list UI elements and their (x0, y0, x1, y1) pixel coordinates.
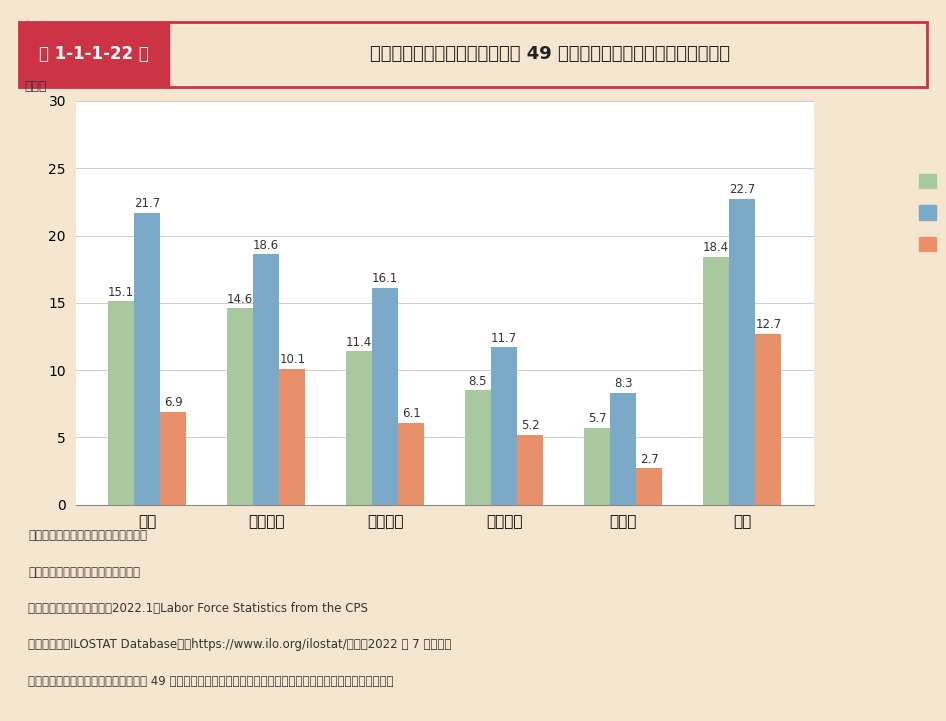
Text: 10.1: 10.1 (279, 353, 306, 366)
Bar (610, 393, 637, 505)
Text: 5.7: 5.7 (587, 412, 606, 425)
Text: （注）令和３年における週労働時間が 49 時間以上の者の割合を示したもの。　（ただし、イギリスは令和元年）: （注）令和３年における週労働時間が 49 時間以上の者の割合を示したもの。 （た… (28, 675, 394, 688)
Bar (279, 368, 306, 505)
Legend: 合計, 男性, 女性: 合計, 男性, 女性 (913, 169, 946, 257)
Bar (134, 213, 160, 505)
Text: その他：ILOSTAT Database　（https://www.ilo.org/ilostat/）　（2022 年 7 月現在）: その他：ILOSTAT Database （https://www.ilo.or… (28, 638, 451, 651)
Bar (755, 334, 781, 505)
Text: 12.7: 12.7 (755, 318, 781, 331)
FancyBboxPatch shape (19, 22, 168, 87)
Text: 11.4: 11.4 (346, 335, 372, 348)
Bar (584, 428, 610, 505)
Bar (227, 308, 253, 505)
Text: 22.7: 22.7 (729, 184, 755, 197)
Text: 6.9: 6.9 (164, 396, 183, 409)
Bar (517, 435, 543, 505)
Text: 第 1-1-1-22 図: 第 1-1-1-22 図 (40, 45, 149, 63)
Text: 18.6: 18.6 (253, 239, 279, 252)
Bar (372, 288, 398, 505)
Text: アメリカ：米労働省（2022.1）Labor Force Statistics from the CPS: アメリカ：米労働省（2022.1）Labor Force Statistics … (28, 602, 368, 615)
Text: 18.4: 18.4 (703, 242, 729, 255)
Bar (253, 255, 279, 505)
Bar (346, 351, 372, 505)
Text: （％）: （％） (24, 80, 46, 93)
Text: 8.3: 8.3 (614, 377, 632, 390)
Text: 2.7: 2.7 (639, 453, 658, 466)
Text: 21.7: 21.7 (134, 197, 160, 210)
Text: 8.5: 8.5 (468, 375, 487, 388)
Bar (637, 469, 662, 505)
Bar (729, 199, 755, 505)
Bar (491, 348, 517, 505)
Text: 6.1: 6.1 (402, 407, 421, 420)
Text: 15.1: 15.1 (108, 286, 134, 298)
Text: 14.6: 14.6 (227, 293, 253, 306)
Bar (464, 390, 491, 505)
Bar (160, 412, 186, 505)
Text: 5.2: 5.2 (521, 419, 539, 432)
Text: 16.1: 16.1 (372, 273, 398, 286)
Text: 日　本：総務省「労働力調査」: 日 本：総務省「労働力調査」 (28, 565, 140, 578)
Bar (108, 301, 134, 505)
Bar (703, 257, 729, 505)
Text: （資料出所）以下の資料をもとに作成: （資料出所）以下の資料をもとに作成 (28, 529, 147, 542)
Text: 諸外国における「週労働時間が 49 時間以上の者」の割合（令和３年）: 諸外国における「週労働時間が 49 時間以上の者」の割合（令和３年） (370, 45, 730, 63)
Bar (398, 423, 425, 505)
Text: 11.7: 11.7 (491, 332, 517, 345)
